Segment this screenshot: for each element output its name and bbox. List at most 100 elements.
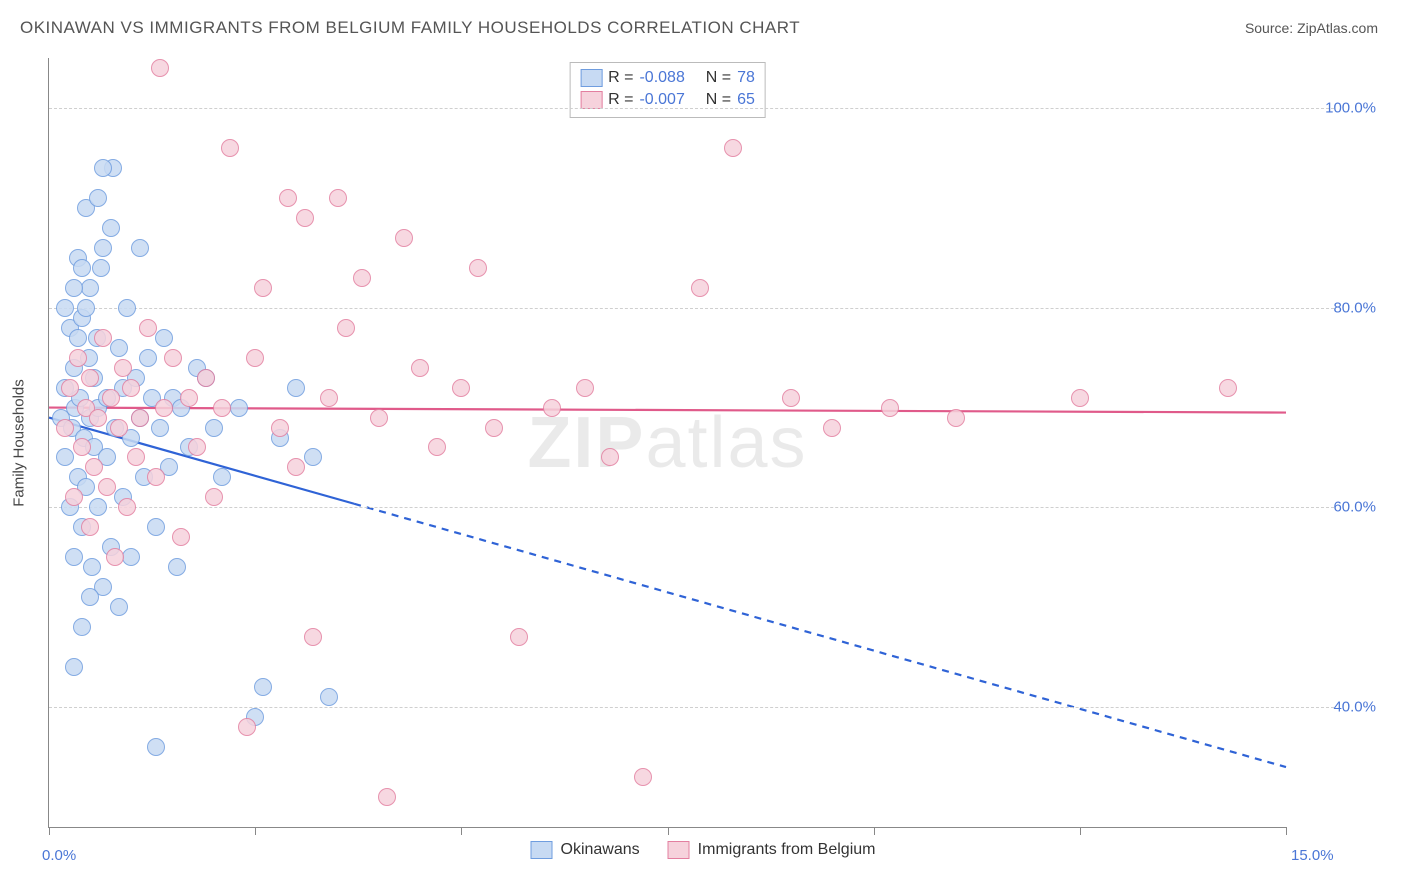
scatter-point — [102, 389, 120, 407]
plot-area: Family Households ZIPatlas R = -0.088 N … — [48, 58, 1286, 828]
x-tick — [1286, 827, 1287, 835]
x-tick — [461, 827, 462, 835]
y-tick-label: 60.0% — [1306, 499, 1376, 516]
scatter-point — [823, 419, 841, 437]
scatter-point — [428, 438, 446, 456]
scatter-point — [56, 448, 74, 466]
swatch-series-2 — [580, 91, 602, 109]
scatter-point — [337, 319, 355, 337]
x-tick — [668, 827, 669, 835]
scatter-point — [89, 498, 107, 516]
scatter-point — [151, 419, 169, 437]
scatter-point — [77, 299, 95, 317]
scatter-point — [205, 419, 223, 437]
scatter-point — [370, 409, 388, 427]
scatter-point — [1219, 379, 1237, 397]
scatter-point — [304, 448, 322, 466]
scatter-point — [65, 658, 83, 676]
scatter-point — [221, 139, 239, 157]
scatter-point — [106, 548, 124, 566]
y-axis-title: Family Households — [11, 379, 28, 507]
gridline — [49, 308, 1334, 309]
scatter-point — [65, 488, 83, 506]
scatter-point — [81, 518, 99, 536]
stat-n-label-1: N = — [706, 67, 731, 89]
x-axis-start-label: 0.0% — [42, 847, 76, 864]
scatter-point — [205, 488, 223, 506]
scatter-point — [164, 349, 182, 367]
chart-container: OKINAWAN VS IMMIGRANTS FROM BELGIUM FAMI… — [0, 0, 1406, 892]
x-tick — [49, 827, 50, 835]
source-value: ZipAtlas.com — [1297, 20, 1378, 36]
scatter-point — [139, 349, 157, 367]
legend-label-2: Immigrants from Belgium — [698, 841, 876, 859]
scatter-point — [89, 409, 107, 427]
scatter-point — [83, 558, 101, 576]
chart-title: OKINAWAN VS IMMIGRANTS FROM BELGIUM FAMI… — [20, 18, 800, 38]
gridline — [49, 507, 1334, 508]
scatter-point — [65, 279, 83, 297]
scatter-point — [61, 379, 79, 397]
scatter-point — [131, 239, 149, 257]
scatter-point — [230, 399, 248, 417]
scatter-point — [947, 409, 965, 427]
scatter-point — [131, 409, 149, 427]
stat-n-value-1: 78 — [737, 67, 755, 89]
scatter-point — [329, 189, 347, 207]
trend-lines — [49, 58, 1286, 827]
watermark-atlas: atlas — [645, 403, 807, 483]
swatch-series-1 — [580, 69, 602, 87]
legend-item-2: Immigrants from Belgium — [668, 841, 876, 859]
scatter-point — [691, 279, 709, 297]
scatter-point — [94, 239, 112, 257]
scatter-point — [213, 468, 231, 486]
scatter-point — [411, 359, 429, 377]
scatter-point — [118, 299, 136, 317]
scatter-point — [238, 718, 256, 736]
scatter-point — [180, 389, 198, 407]
scatter-point — [69, 349, 87, 367]
scatter-point — [485, 419, 503, 437]
scatter-point — [287, 458, 305, 476]
source-label: Source: — [1245, 20, 1293, 36]
watermark-zip: ZIP — [527, 403, 645, 483]
scatter-point — [155, 329, 173, 347]
stats-row-series-1: R = -0.088 N = 78 — [580, 67, 755, 89]
scatter-point — [287, 379, 305, 397]
y-tick-label: 100.0% — [1306, 99, 1376, 116]
scatter-point — [254, 279, 272, 297]
scatter-point — [296, 209, 314, 227]
scatter-point — [155, 399, 173, 417]
scatter-point — [279, 189, 297, 207]
scatter-point — [81, 588, 99, 606]
scatter-point — [213, 399, 231, 417]
scatter-point — [881, 399, 899, 417]
scatter-point — [320, 389, 338, 407]
scatter-point — [543, 399, 561, 417]
gridline — [49, 707, 1334, 708]
scatter-point — [89, 189, 107, 207]
scatter-point — [94, 329, 112, 347]
scatter-point — [127, 448, 145, 466]
scatter-point — [188, 438, 206, 456]
legend-swatch-2 — [668, 841, 690, 859]
scatter-point — [110, 339, 128, 357]
scatter-point — [73, 259, 91, 277]
scatter-point — [147, 468, 165, 486]
scatter-point — [73, 438, 91, 456]
scatter-point — [601, 448, 619, 466]
scatter-point — [271, 419, 289, 437]
scatter-point — [197, 369, 215, 387]
scatter-point — [94, 159, 112, 177]
scatter-point — [510, 628, 528, 646]
scatter-point — [168, 558, 186, 576]
stat-r-value-1: -0.088 — [639, 67, 684, 89]
scatter-point — [139, 319, 157, 337]
x-tick — [874, 827, 875, 835]
scatter-point — [452, 379, 470, 397]
scatter-point — [65, 548, 83, 566]
legend-swatch-1 — [531, 841, 553, 859]
scatter-point — [634, 768, 652, 786]
bottom-legend: Okinawans Immigrants from Belgium — [531, 841, 876, 859]
gridline — [49, 108, 1334, 109]
